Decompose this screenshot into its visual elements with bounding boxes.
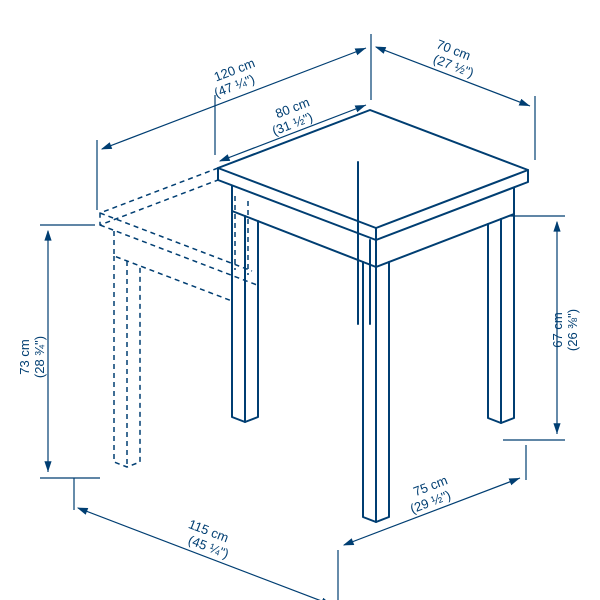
dim-under-in: (26 ⅜")	[565, 309, 580, 351]
dim-under-cm: 67 cm	[550, 312, 565, 347]
table-top	[218, 110, 528, 228]
diagram-group: 120 cm (47 ¼") 80 cm (31 ½") 70 cm (27 ½…	[17, 34, 580, 600]
table-edge	[218, 168, 528, 240]
dim-height-cm: 73 cm	[17, 339, 32, 374]
leaf-top	[100, 168, 218, 225]
leaf-leg-back	[235, 196, 248, 275]
leaf-leg-left	[114, 256, 140, 467]
dim-height-in: (28 ¾")	[32, 336, 47, 378]
dimension-diagram: 120 cm (47 ¼") 80 cm (31 ½") 70 cm (27 ½…	[0, 0, 600, 600]
leaf-apron	[114, 231, 232, 301]
leaf-back	[100, 213, 252, 271]
leaf-edge	[100, 225, 257, 285]
